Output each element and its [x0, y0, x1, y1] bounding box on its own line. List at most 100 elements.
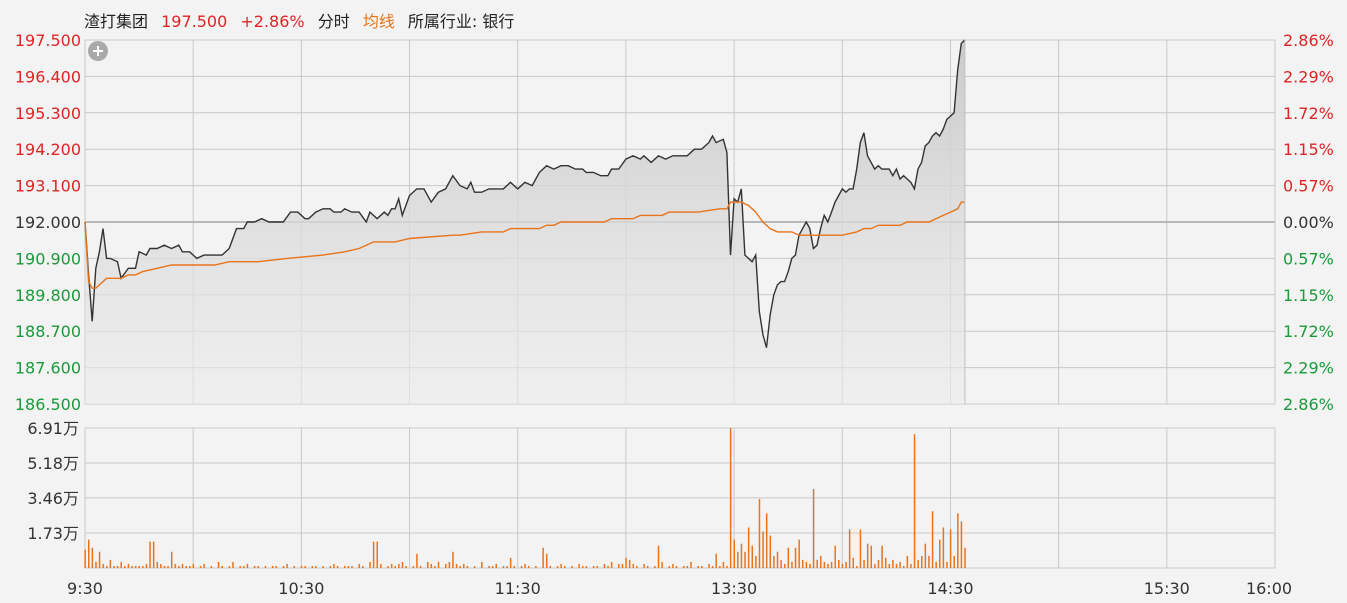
volume-bar	[747, 527, 750, 568]
volume-bar	[351, 565, 353, 568]
volume-bar	[881, 545, 883, 568]
volume-bar	[683, 565, 685, 568]
time-tick-label: 15:30	[1144, 579, 1190, 598]
volume-bar	[506, 565, 508, 568]
volume-bar	[412, 565, 415, 568]
volume-bar	[95, 561, 97, 568]
volume-bar	[711, 565, 714, 568]
tab-average-line[interactable]: 均线	[362, 12, 395, 31]
volume-bar	[798, 539, 800, 568]
volume-bar	[405, 565, 407, 568]
volume-bar	[780, 559, 782, 568]
chart-header: 渣打集团 197.500 +2.86% 分时 均线 所属行业: 银行	[84, 8, 522, 31]
volume-bar	[358, 563, 360, 568]
axis-labels: 197.500 2.86% 196.400 2.29% 195.300 1.72% 194.…	[15, 31, 1334, 598]
volume-bar	[776, 551, 779, 568]
volume-bar	[257, 565, 259, 568]
volume-bar	[232, 561, 234, 568]
volume-bar	[88, 539, 90, 568]
percent-tick-label: 2.86%	[1283, 31, 1334, 50]
zoom-button[interactable]	[88, 41, 108, 61]
volume-bar	[221, 565, 223, 568]
volume-bar	[672, 563, 674, 568]
volume-bar	[156, 561, 159, 568]
volume-bar	[621, 563, 624, 568]
price-line	[84, 39, 966, 348]
volume-bar	[481, 561, 483, 568]
volume-bar	[859, 529, 862, 568]
volume-bar	[152, 541, 155, 568]
volume-bar	[758, 499, 761, 568]
volume-bar	[740, 543, 743, 568]
volume-bar	[452, 551, 454, 568]
volume-bar	[895, 563, 898, 568]
volume-bar	[646, 565, 649, 568]
volume-bars	[84, 428, 966, 568]
volume-bar	[877, 559, 880, 568]
volume-bar	[473, 565, 476, 568]
volume-bar	[762, 531, 764, 568]
volume-bar	[199, 565, 202, 568]
volume-bar	[160, 563, 162, 568]
volume-bar	[856, 565, 858, 568]
volume-bar	[830, 561, 833, 568]
volume-bar	[98, 551, 101, 568]
change-percent: +2.86%	[240, 12, 305, 31]
volume-bar	[127, 563, 130, 568]
volume-bar	[463, 563, 465, 568]
volume-bar	[322, 565, 324, 568]
volume-bar	[845, 561, 847, 568]
volume-bar	[246, 563, 249, 568]
volume-bar	[816, 559, 818, 568]
time-tick-label: 11:30	[495, 579, 541, 598]
volume-bar	[582, 565, 584, 568]
volume-bar	[527, 565, 530, 568]
volume-bar	[170, 551, 173, 568]
time-tick-label: 13:30	[711, 579, 757, 598]
volume-tick-label: 5.18万	[27, 454, 79, 473]
volume-bar	[870, 545, 873, 568]
stock-name: 渣打集团	[84, 12, 149, 31]
tab-intraday[interactable]: 分时	[317, 12, 350, 31]
volume-bar	[791, 561, 793, 568]
volume-bar	[737, 551, 739, 568]
volume-bar	[535, 565, 537, 568]
volume-bar	[437, 561, 440, 568]
volume-bar	[380, 563, 382, 568]
volume-bar	[398, 563, 400, 568]
volume-bar	[138, 565, 140, 568]
volume-bar	[607, 565, 609, 568]
volume-bar	[618, 563, 620, 568]
volume-bar	[142, 565, 144, 568]
volume-bar	[917, 559, 919, 568]
volume-bar	[571, 565, 573, 568]
volume-bar	[654, 565, 656, 568]
volume-bar	[906, 555, 909, 568]
volume-bar	[401, 561, 404, 568]
percent-tick-label: 2.29%	[1283, 67, 1334, 86]
volume-bar	[145, 563, 148, 568]
volume-bar	[149, 541, 151, 568]
volume-bar	[592, 565, 595, 568]
volume-bar	[769, 535, 772, 568]
volume-bar	[744, 551, 746, 568]
price-tick-label: 187.600	[15, 359, 81, 378]
volume-bar	[253, 565, 256, 568]
volume-bar	[928, 555, 930, 568]
volume-bar	[838, 559, 840, 568]
volume-bar	[729, 428, 732, 568]
volume-bar	[852, 557, 854, 568]
volume-bar	[304, 565, 306, 568]
volume-bar	[163, 565, 166, 568]
volume-bar	[509, 557, 512, 568]
volume-bar	[866, 543, 869, 568]
volume-bar	[434, 565, 436, 568]
volume-bar	[116, 565, 119, 568]
volume-bar	[430, 563, 433, 568]
volume-bar	[675, 565, 678, 568]
volume-bar	[329, 565, 332, 568]
volume-bar	[455, 563, 458, 568]
volume-bar	[953, 555, 955, 568]
percent-tick-label: 1.15%	[1283, 286, 1334, 305]
price-tick-label: 188.700	[15, 322, 81, 341]
